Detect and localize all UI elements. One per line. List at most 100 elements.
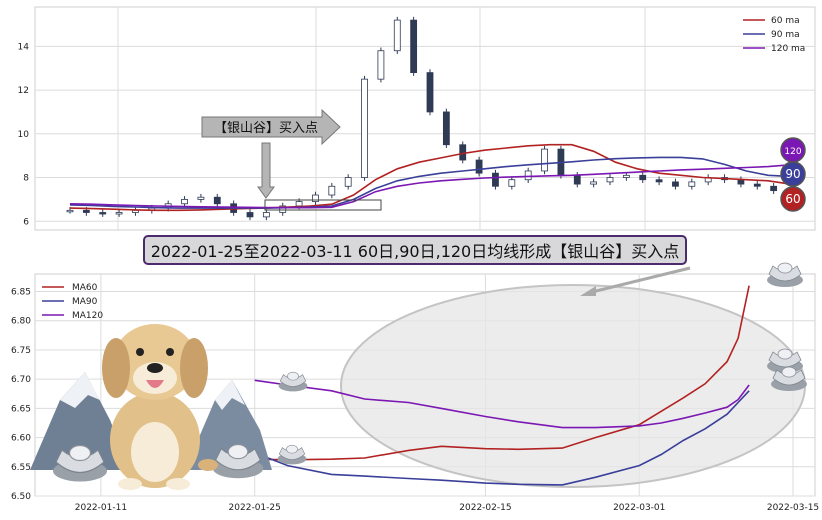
ingot-body (279, 374, 307, 387)
ma-line-ma90 (69, 156, 791, 209)
x-tick-label: 2022-01-11 (75, 503, 127, 513)
ingot-top (227, 444, 249, 460)
ma-badge-label: 60 (785, 192, 800, 206)
candlestick-chart: 6 8 10 12 14 【银山谷】买入点 60 ma 90 ma 120 ma 120 90 60 (18, 6, 816, 231)
candle-body (393, 19, 401, 52)
y-tick-label: 10 (18, 130, 30, 140)
dog-tongue (146, 380, 164, 388)
candle-body (82, 209, 90, 213)
silver-ingot-icon (767, 348, 803, 373)
candle-body (524, 170, 532, 181)
candle-body (541, 148, 548, 172)
ma-line-ma120 (254, 379, 750, 429)
candle-body (442, 111, 450, 146)
candle-body (410, 19, 418, 73)
ingot-body (278, 447, 306, 460)
ingot-top (286, 444, 298, 454)
silver-ingot-icon (278, 371, 308, 392)
dog-body (110, 392, 200, 488)
candle-body (508, 179, 516, 187)
dog-ear (102, 338, 130, 398)
dog-eye (136, 348, 144, 356)
candle-body (475, 159, 483, 174)
candle-body (606, 177, 614, 183)
x-tick-label: 2022-01-25 (229, 503, 281, 513)
candle-body (328, 185, 336, 196)
buy-zone-box (264, 199, 382, 211)
ingot-top (777, 262, 793, 274)
dog-muzzle (133, 362, 177, 394)
legend-label: MA90 (72, 297, 98, 307)
ingot-top (777, 348, 793, 360)
candle-body (115, 212, 123, 215)
dog-tail (198, 459, 218, 471)
legend-label: MA60 (72, 283, 98, 293)
candle-body (262, 212, 270, 218)
candle-body (181, 198, 188, 205)
arrow-label-text: 【银山谷】买入点 (214, 121, 318, 136)
silver-ingot-icon (767, 262, 803, 287)
down-arrow-icon (257, 142, 275, 199)
y-tick-label: 6.60 (11, 434, 31, 444)
ingot-base (767, 359, 803, 373)
ma-line-ma60 (69, 143, 791, 212)
legend-label: 120 ma (771, 44, 805, 54)
candle-body (426, 72, 434, 113)
candle-body (246, 212, 254, 218)
candle-body (312, 194, 319, 202)
y-tick-label: 6.85 (11, 288, 31, 298)
candle-body (590, 181, 598, 185)
candle-body (213, 196, 221, 205)
mountain-snow (215, 380, 245, 410)
candle-body (361, 78, 368, 178)
silver-ingot-icon (53, 444, 107, 482)
ingot-body (214, 447, 262, 471)
ingot-top (287, 371, 299, 381)
y-tick-label: 12 (18, 86, 29, 96)
dog-nose (147, 363, 163, 373)
mountain-icon (185, 380, 272, 470)
x-tick-label: 2022-03-15 (767, 503, 819, 513)
legend-label: MA120 (72, 311, 103, 321)
y-tick-label: 6.75 (11, 346, 31, 356)
ingot-body (768, 265, 802, 282)
y-tick-label: 6.80 (11, 317, 31, 327)
ingot-top (781, 366, 797, 378)
y-tick-label: 14 (18, 42, 30, 52)
mountain-icon (30, 372, 130, 470)
buy-signal-banner: 2022-01-25至2022-03-11 60日,90日,120日均线形成【银… (143, 235, 687, 265)
plot-area (34, 273, 816, 497)
ma-badge (780, 186, 806, 212)
legend-label: 60 ma (771, 16, 800, 26)
candle-body (737, 179, 745, 185)
legend-label: 90 ma (771, 30, 800, 40)
candle-body (492, 172, 499, 187)
ingot-base (771, 377, 807, 391)
mountain-snow (60, 372, 100, 408)
silver-ingot-icon (771, 366, 807, 391)
highlight-ellipse (340, 284, 806, 488)
dog-paw (166, 478, 190, 490)
ma-badge (780, 161, 806, 187)
dog-head (113, 324, 197, 400)
ma-badge-label: 120 (784, 147, 801, 157)
candle-body (672, 181, 679, 187)
dog-mascot-icon (102, 324, 218, 490)
ingot-base (767, 273, 803, 287)
arrow-label-shape (201, 108, 341, 146)
ma-badge-label: 90 (785, 167, 800, 181)
ingot-base (53, 460, 107, 482)
candle-body (573, 174, 581, 185)
silver-ingot-icon (277, 444, 307, 465)
candle-body (688, 181, 696, 187)
ingot-base (278, 380, 308, 392)
ingot-base (212, 458, 264, 479)
dog-paw (118, 478, 142, 490)
candle-body (295, 201, 303, 207)
candle-body (377, 50, 385, 80)
candle-body (622, 174, 630, 178)
candle-body (753, 183, 761, 187)
x-tick-label: 2022-02-15 (459, 503, 511, 513)
candle-body (99, 212, 107, 215)
